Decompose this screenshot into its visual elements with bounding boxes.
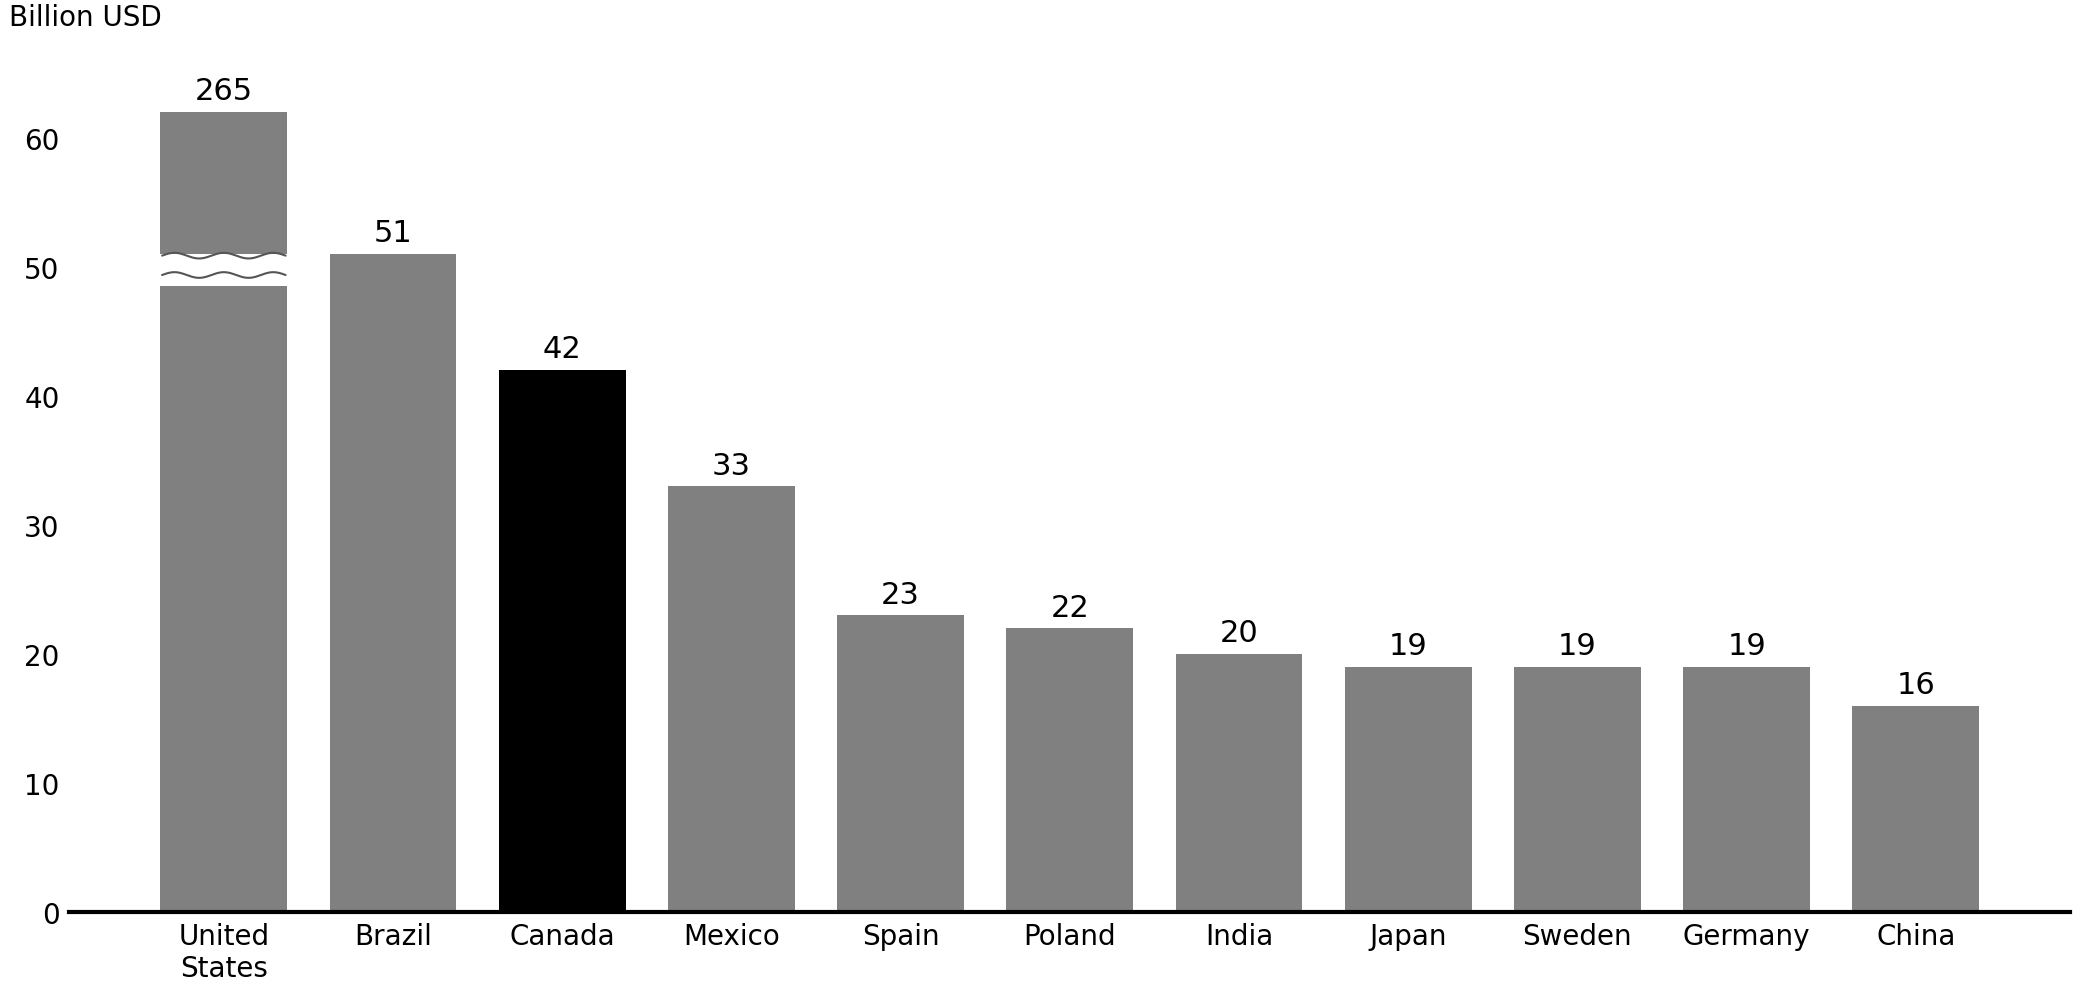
Y-axis label: Billion USD: Billion USD — [10, 4, 163, 32]
Bar — [330, 255, 456, 912]
Bar — [1683, 667, 1811, 912]
Text: 19: 19 — [1388, 632, 1428, 661]
Bar — [161, 112, 286, 255]
Text: 22: 22 — [1050, 593, 1089, 622]
Text: 19: 19 — [1727, 632, 1767, 661]
Text: 42: 42 — [544, 335, 581, 364]
Bar — [500, 370, 625, 912]
Bar — [1175, 654, 1303, 912]
Bar — [1006, 629, 1133, 912]
Bar — [161, 255, 286, 278]
Bar — [836, 616, 964, 912]
Bar — [667, 486, 795, 912]
Text: 16: 16 — [1897, 670, 1934, 699]
Text: 51: 51 — [374, 219, 412, 248]
Text: 19: 19 — [1558, 632, 1598, 661]
Bar — [161, 287, 286, 912]
Text: 265: 265 — [194, 77, 253, 106]
Text: 20: 20 — [1219, 619, 1259, 648]
Bar — [1514, 667, 1641, 912]
Bar — [1853, 706, 1980, 912]
Text: 33: 33 — [711, 451, 751, 480]
Text: 23: 23 — [880, 580, 920, 609]
Bar — [1345, 667, 1472, 912]
